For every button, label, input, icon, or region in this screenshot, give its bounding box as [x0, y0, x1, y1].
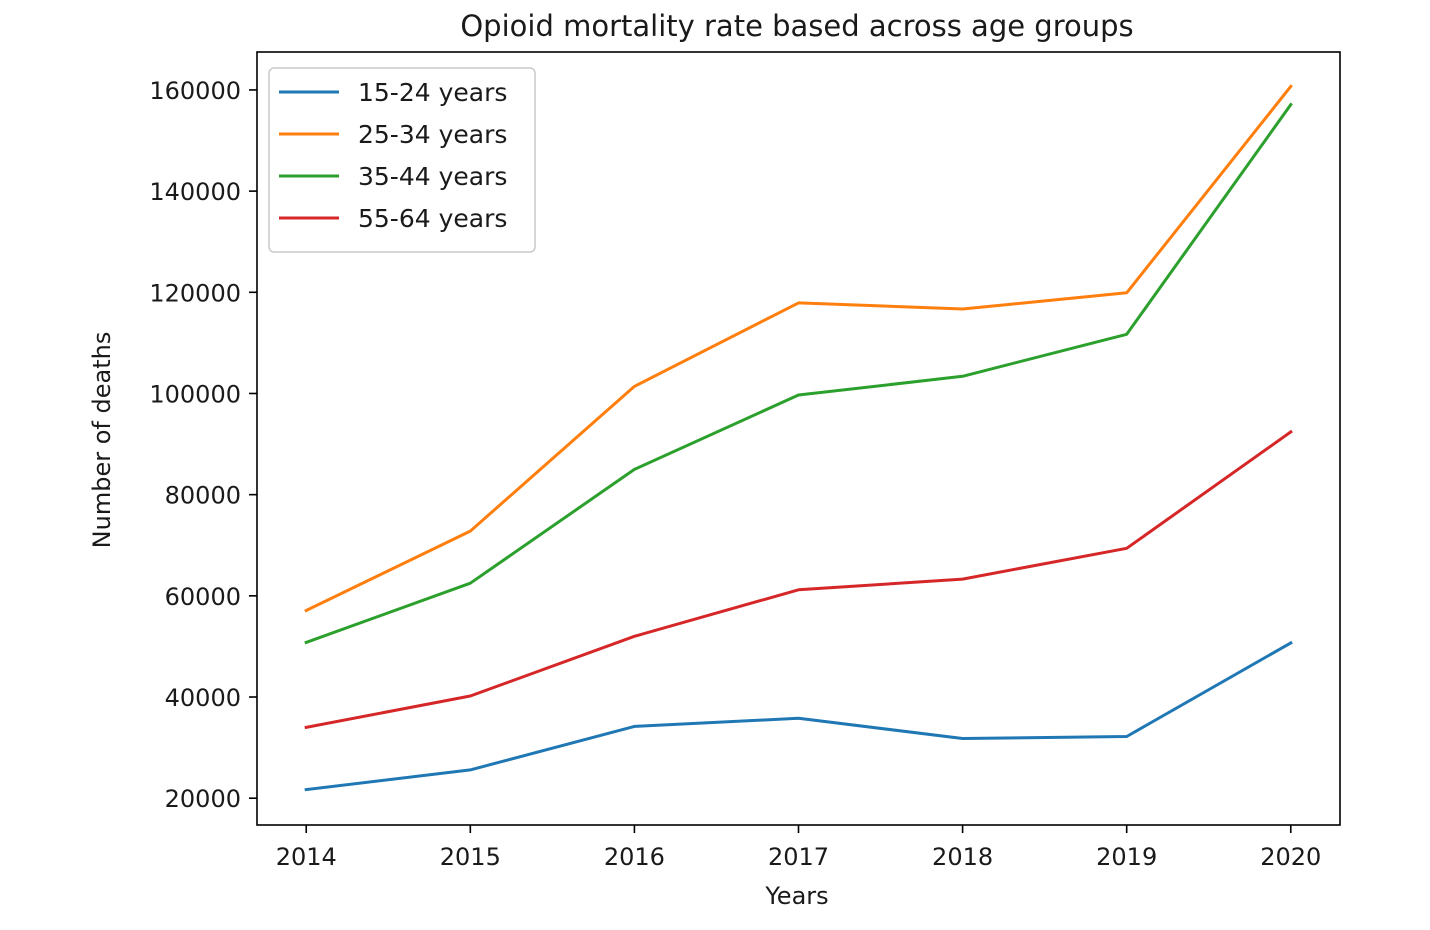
- y-tick-label: 100000: [149, 380, 241, 408]
- legend-box: [268, 67, 536, 253]
- x-tick-label: 2015: [440, 843, 501, 871]
- y-tick-label: 160000: [149, 77, 241, 105]
- y-tick-label: 140000: [149, 178, 241, 206]
- series-line-55-64-years: [304, 429, 1293, 730]
- x-tick-label: 2019: [1096, 843, 1157, 871]
- legend-label: 25-34 years: [358, 120, 507, 149]
- x-tick-label: 2020: [1260, 843, 1321, 871]
- x-tick-label: 2016: [604, 843, 665, 871]
- x-tick-label: 2017: [768, 843, 829, 871]
- y-tick-label: 20000: [165, 785, 241, 813]
- y-tick-label: 60000: [165, 583, 241, 611]
- legend-label: 35-44 years: [358, 162, 507, 191]
- series-line-35-44-years: [304, 102, 1293, 645]
- x-tick-label: 2014: [276, 843, 337, 871]
- y-axis-label: Number of deaths: [88, 332, 116, 549]
- legend-label: 15-24 years: [358, 78, 507, 107]
- x-axis: 2014 2015 2016 2017 2018 2019 2020: [276, 825, 1321, 871]
- series-line-25-34-years: [304, 84, 1293, 613]
- y-tick-label: 120000: [149, 279, 241, 307]
- chart-title: Opioid mortality rate based across age g…: [460, 9, 1133, 43]
- legend: 15-24 years 25-34 years 35-44 years 55-64 y…: [268, 67, 536, 253]
- y-axis: 20000 40000 60000 80000 100000 120000 140000 16…: [149, 77, 257, 813]
- series-layer: [304, 84, 1293, 792]
- legend-label: 55-64 years: [358, 204, 507, 233]
- y-tick-label: 40000: [165, 684, 241, 712]
- x-axis-label: Years: [764, 882, 828, 910]
- series-line-15-24-years: [304, 640, 1293, 792]
- y-tick-label: 80000: [165, 482, 241, 510]
- x-tick-label: 2018: [932, 843, 993, 871]
